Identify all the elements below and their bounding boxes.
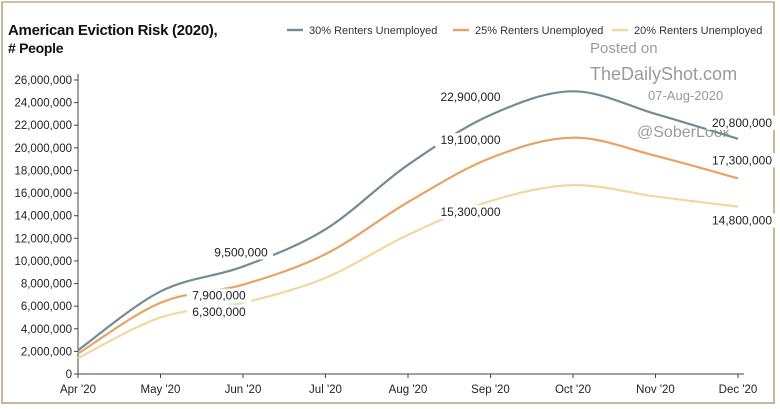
data-label: 17,300,000 — [712, 153, 772, 167]
legend-label-0: 30% Renters Unemployed — [309, 25, 437, 37]
series-line-2 — [77, 184, 739, 360]
x-tick-label: Dec '20 — [719, 384, 758, 396]
chart-subtitle: # People — [8, 40, 64, 56]
legend-label-1: 25% Renters Unemployed — [475, 25, 603, 37]
x-tick-label: Nov '20 — [636, 384, 675, 396]
legend-label-2: 20% Renters Unemployed — [634, 25, 762, 37]
chart-frame — [1, 1, 775, 404]
data-label-bg — [706, 213, 778, 228]
data-label: 6,300,000 — [192, 305, 246, 319]
watermark-posted-on: Posted on — [590, 40, 658, 57]
data-label: 7,900,000 — [192, 289, 246, 303]
y-tick-label: 4,000,000 — [21, 324, 72, 336]
y-tick-label: 14,000,000 — [14, 211, 72, 223]
data-label-bg — [186, 288, 252, 303]
y-tick-label: 6,000,000 — [21, 301, 72, 313]
y-tick-label: 2,000,000 — [21, 346, 72, 358]
data-label-bg — [706, 153, 778, 168]
series-line-1 — [77, 136, 739, 355]
y-tick-label: 16,000,000 — [14, 188, 72, 200]
data-label-bg — [208, 245, 274, 260]
y-tick-label: 24,000,000 — [14, 98, 72, 110]
data-label: 14,800,000 — [712, 214, 772, 228]
data-label: 15,300,000 — [440, 205, 500, 219]
y-tick-label: 22,000,000 — [14, 120, 72, 132]
y-tick-label: 10,000,000 — [14, 256, 72, 268]
chart-title: American Eviction Risk (2020), — [8, 22, 218, 39]
y-tick-label: 0 — [66, 369, 72, 381]
data-label: 22,900,000 — [440, 90, 500, 104]
y-tick-label: 18,000,000 — [14, 165, 72, 177]
data-label-bg — [186, 304, 252, 319]
y-tick-label: 20,000,000 — [14, 143, 72, 155]
x-tick-label: Jun '20 — [225, 384, 262, 396]
data-label: 9,500,000 — [214, 246, 268, 260]
x-tick-label: May '20 — [141, 384, 181, 396]
x-tick-label: Sep '20 — [471, 384, 510, 396]
watermark-site: TheDailyShot.com — [590, 64, 738, 84]
series-line-0 — [77, 90, 739, 352]
data-label-bg — [706, 115, 778, 130]
x-tick-label: Aug '20 — [389, 384, 428, 396]
data-label-bg — [435, 204, 506, 219]
y-tick-label: 8,000,000 — [21, 279, 72, 291]
data-label: 20,800,000 — [712, 116, 772, 130]
x-tick-label: Apr '20 — [60, 384, 96, 396]
data-label: 19,100,000 — [440, 133, 500, 147]
watermark-date: 07-Aug-2020 — [648, 88, 724, 103]
data-label-bg — [435, 90, 506, 105]
y-tick-label: 12,000,000 — [14, 233, 72, 245]
x-tick-label: Oct '20 — [555, 384, 591, 396]
x-tick-label: Jul '20 — [309, 384, 342, 396]
data-label-bg — [435, 133, 506, 148]
y-tick-label: 26,000,000 — [14, 75, 72, 87]
